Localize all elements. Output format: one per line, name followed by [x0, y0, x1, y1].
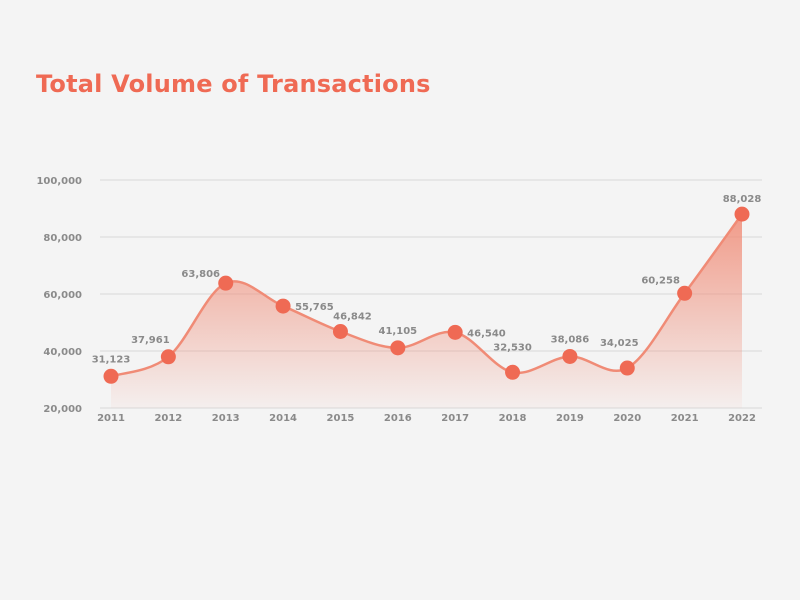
data-label: 55,765	[295, 302, 334, 313]
x-tick-label: 2012	[154, 413, 182, 424]
data-label: 46,540	[467, 328, 506, 339]
x-tick-label: 2015	[327, 413, 355, 424]
data-label: 32,530	[493, 342, 532, 353]
data-point[interactable]	[562, 348, 578, 364]
data-point[interactable]	[677, 285, 693, 301]
x-tick-label: 2020	[613, 413, 641, 424]
area-fill-group	[111, 214, 742, 408]
data-points-group	[103, 206, 750, 384]
y-tick-label: 60,000	[43, 290, 82, 301]
data-label: 31,123	[92, 354, 131, 365]
x-tick-label: 2011	[97, 413, 125, 424]
y-tick-label: 40,000	[43, 347, 82, 358]
y-tick-label: 20,000	[43, 404, 82, 415]
data-label: 46,842	[333, 312, 372, 323]
x-tick-label: 2017	[441, 413, 469, 424]
data-point[interactable]	[505, 364, 521, 380]
y-tick-label: 100,000	[36, 176, 82, 187]
data-label: 60,258	[641, 275, 680, 286]
x-tick-label: 2018	[499, 413, 527, 424]
x-tick-label: 2014	[269, 413, 297, 424]
data-point[interactable]	[332, 324, 348, 340]
x-tick-label: 2019	[556, 413, 584, 424]
x-tick-label: 2016	[384, 413, 412, 424]
data-point[interactable]	[160, 349, 176, 365]
data-point[interactable]	[447, 324, 463, 340]
data-label: 37,961	[131, 335, 170, 346]
data-point[interactable]	[619, 360, 635, 376]
data-point[interactable]	[390, 340, 406, 356]
data-label: 63,806	[181, 269, 220, 280]
axis-labels-group: 20,000 40,000 60,000 80,000 100,000 2011 2012 2…	[36, 176, 755, 424]
data-label: 88,028	[723, 194, 762, 205]
data-label: 34,025	[600, 338, 639, 349]
y-tick-label: 80,000	[43, 233, 82, 244]
data-point[interactable]	[734, 206, 750, 222]
data-label: 41,105	[379, 326, 418, 337]
data-label: 38,086	[551, 334, 590, 345]
area-fill	[111, 214, 742, 408]
data-point[interactable]	[103, 368, 119, 384]
x-tick-label: 2021	[671, 413, 699, 424]
data-point[interactable]	[218, 275, 234, 291]
data-point[interactable]	[275, 298, 291, 314]
x-tick-label: 2013	[212, 413, 240, 424]
chart-title: Total Volume of Transactions	[36, 70, 431, 98]
x-tick-label: 2022	[728, 413, 756, 424]
